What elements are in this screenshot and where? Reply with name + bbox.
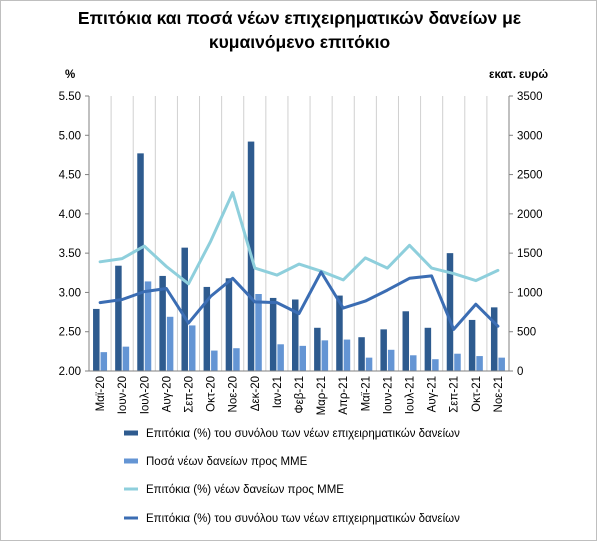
x-tick-label: Οκτ-20 (206, 376, 218, 412)
x-tick-label: Μαϊ-21 (360, 376, 372, 411)
legend: Επιτόκια (%) του συνόλου των νέων επιχει… (124, 428, 460, 525)
x-tick-label: Απρ-21 (338, 376, 350, 415)
y-right-tick-label: 3500 (517, 91, 543, 103)
bar-rates-total (137, 153, 144, 371)
bar-amounts-sme (188, 325, 196, 371)
bar-rates-total (446, 253, 454, 371)
line-rates-total (98, 270, 500, 331)
legend-label-3: Επιτόκια (%) νέων δανείων προς ΜΜΕ (146, 484, 344, 496)
x-tick-label: Αυγ-21 (427, 376, 439, 412)
bar-rates-total (402, 311, 410, 371)
line-series (98, 191, 500, 331)
x-tick-label: Νοε-20 (228, 376, 240, 412)
bar-rates-total (468, 319, 476, 371)
x-tick-label: Ιουν-20 (117, 376, 129, 414)
x-tick-label: Σεπ-20 (183, 376, 195, 413)
x-tick-label: Μαρ-21 (316, 376, 328, 415)
y-right-tick-label: 3000 (517, 130, 543, 142)
y-left-tick-label: 2.50 (59, 327, 81, 339)
gridlines (88, 96, 510, 371)
line-rates-sme (98, 191, 500, 286)
bar-amounts-sme (410, 355, 417, 371)
bar-rates-total (93, 308, 100, 371)
y-right-tick-label: 500 (517, 327, 536, 339)
bar-series (93, 141, 505, 371)
bar-amounts-sme (387, 349, 395, 371)
bar-amounts-sme (211, 350, 218, 371)
legend-label-1: Επιτόκια (%) του συνόλου των νέων επιχει… (146, 428, 460, 440)
y-right-tick-label: 1500 (517, 248, 543, 260)
bar-amounts-sme (365, 357, 373, 371)
y-right-tick-label: 1000 (517, 287, 543, 299)
y-left-tick-label: 5.50 (59, 91, 81, 103)
x-tick-label: Φεβ-21 (294, 376, 306, 414)
bar-amounts-sme (166, 316, 174, 371)
bar-amounts-sme (233, 348, 240, 371)
bar-rates-total (115, 265, 122, 371)
bar-rates-total (159, 275, 166, 371)
bar-rates-total (380, 329, 387, 371)
x-tick-label: Δεκ-20 (250, 376, 262, 411)
x-tick-label: Ιουν-21 (382, 376, 394, 414)
y-right-unit: εκατ. ευρώ (489, 69, 548, 81)
y-left-tick-label: 4.00 (59, 209, 81, 221)
y-left-tick-label: 3.50 (59, 248, 81, 260)
legend-swatch-1 (124, 430, 138, 436)
chart-title: Επιτόκια και ποσά νέων επιχειρηματικών δ… (1, 6, 597, 54)
bar-amounts-sme (122, 346, 130, 371)
bar-amounts-sme (299, 345, 306, 371)
bar-rates-total (424, 327, 432, 371)
bar-rates-total (181, 247, 188, 371)
y-left-unit: % (65, 69, 75, 81)
bar-amounts-sme (100, 352, 108, 371)
bar-amounts-sme (454, 353, 461, 371)
bar-rates-total (314, 327, 321, 371)
y-right-tick-label: 2500 (517, 170, 543, 182)
bar-amounts-sme (255, 294, 262, 371)
x-tick-label: Αυγ-20 (161, 376, 173, 412)
x-tick-label: Νοε-21 (493, 376, 505, 412)
bar-rates-total (269, 297, 277, 371)
y-left-tick-label: 4.50 (59, 170, 81, 182)
bar-rates-total (336, 295, 343, 371)
y-right-tick-label: 0 (517, 366, 523, 378)
x-tick-label: Οκτ-21 (471, 376, 483, 412)
bar-amounts-sme (476, 356, 483, 371)
legend-label-2: Ποσά νέων δανείων προς ΜΜΕ (146, 456, 308, 468)
legend-swatch-2 (124, 458, 138, 464)
bar-amounts-sme (343, 339, 351, 371)
bar-amounts-sme (277, 344, 284, 371)
y-left-tick-label: 2.00 (59, 366, 81, 378)
axes: 2.00 2.50 3.00 3.50 4.00 4.50 5.00 5.50 0 500 1000… (59, 91, 543, 415)
x-tick-label: Ιουλ-21 (405, 376, 417, 414)
bar-rates-total (203, 286, 211, 371)
chart-title-line-1: Επιτόκια και ποσά νέων επιχειρηματικών δ… (77, 8, 522, 28)
legend-label-4: Επιτόκια (%) του συνόλου των νέων επιχει… (146, 513, 460, 525)
y-left-tick-label: 3.00 (59, 287, 81, 299)
x-tick-label: Μαϊ-20 (95, 376, 107, 411)
bar-amounts-sme (432, 359, 439, 371)
bar-rates-total (292, 299, 299, 371)
y-right-tick-label: 2000 (517, 209, 543, 221)
x-tick-label: Ιουλ-20 (139, 376, 151, 414)
bar-rates-total (358, 337, 365, 371)
x-tick-label: Ιαν-21 (272, 376, 284, 408)
bar-amounts-sme (144, 281, 152, 371)
bar-rates-total (490, 307, 498, 371)
bar-rates-total (225, 278, 233, 371)
bar-amounts-sme (498, 357, 505, 371)
bar-amounts-sme (321, 340, 329, 371)
y-left-tick-label: 5.00 (59, 130, 81, 142)
x-tick-label: Σεπ-21 (449, 376, 461, 413)
chart-title-line-2: κυμαινόμενο επιτόκιο (208, 32, 391, 52)
